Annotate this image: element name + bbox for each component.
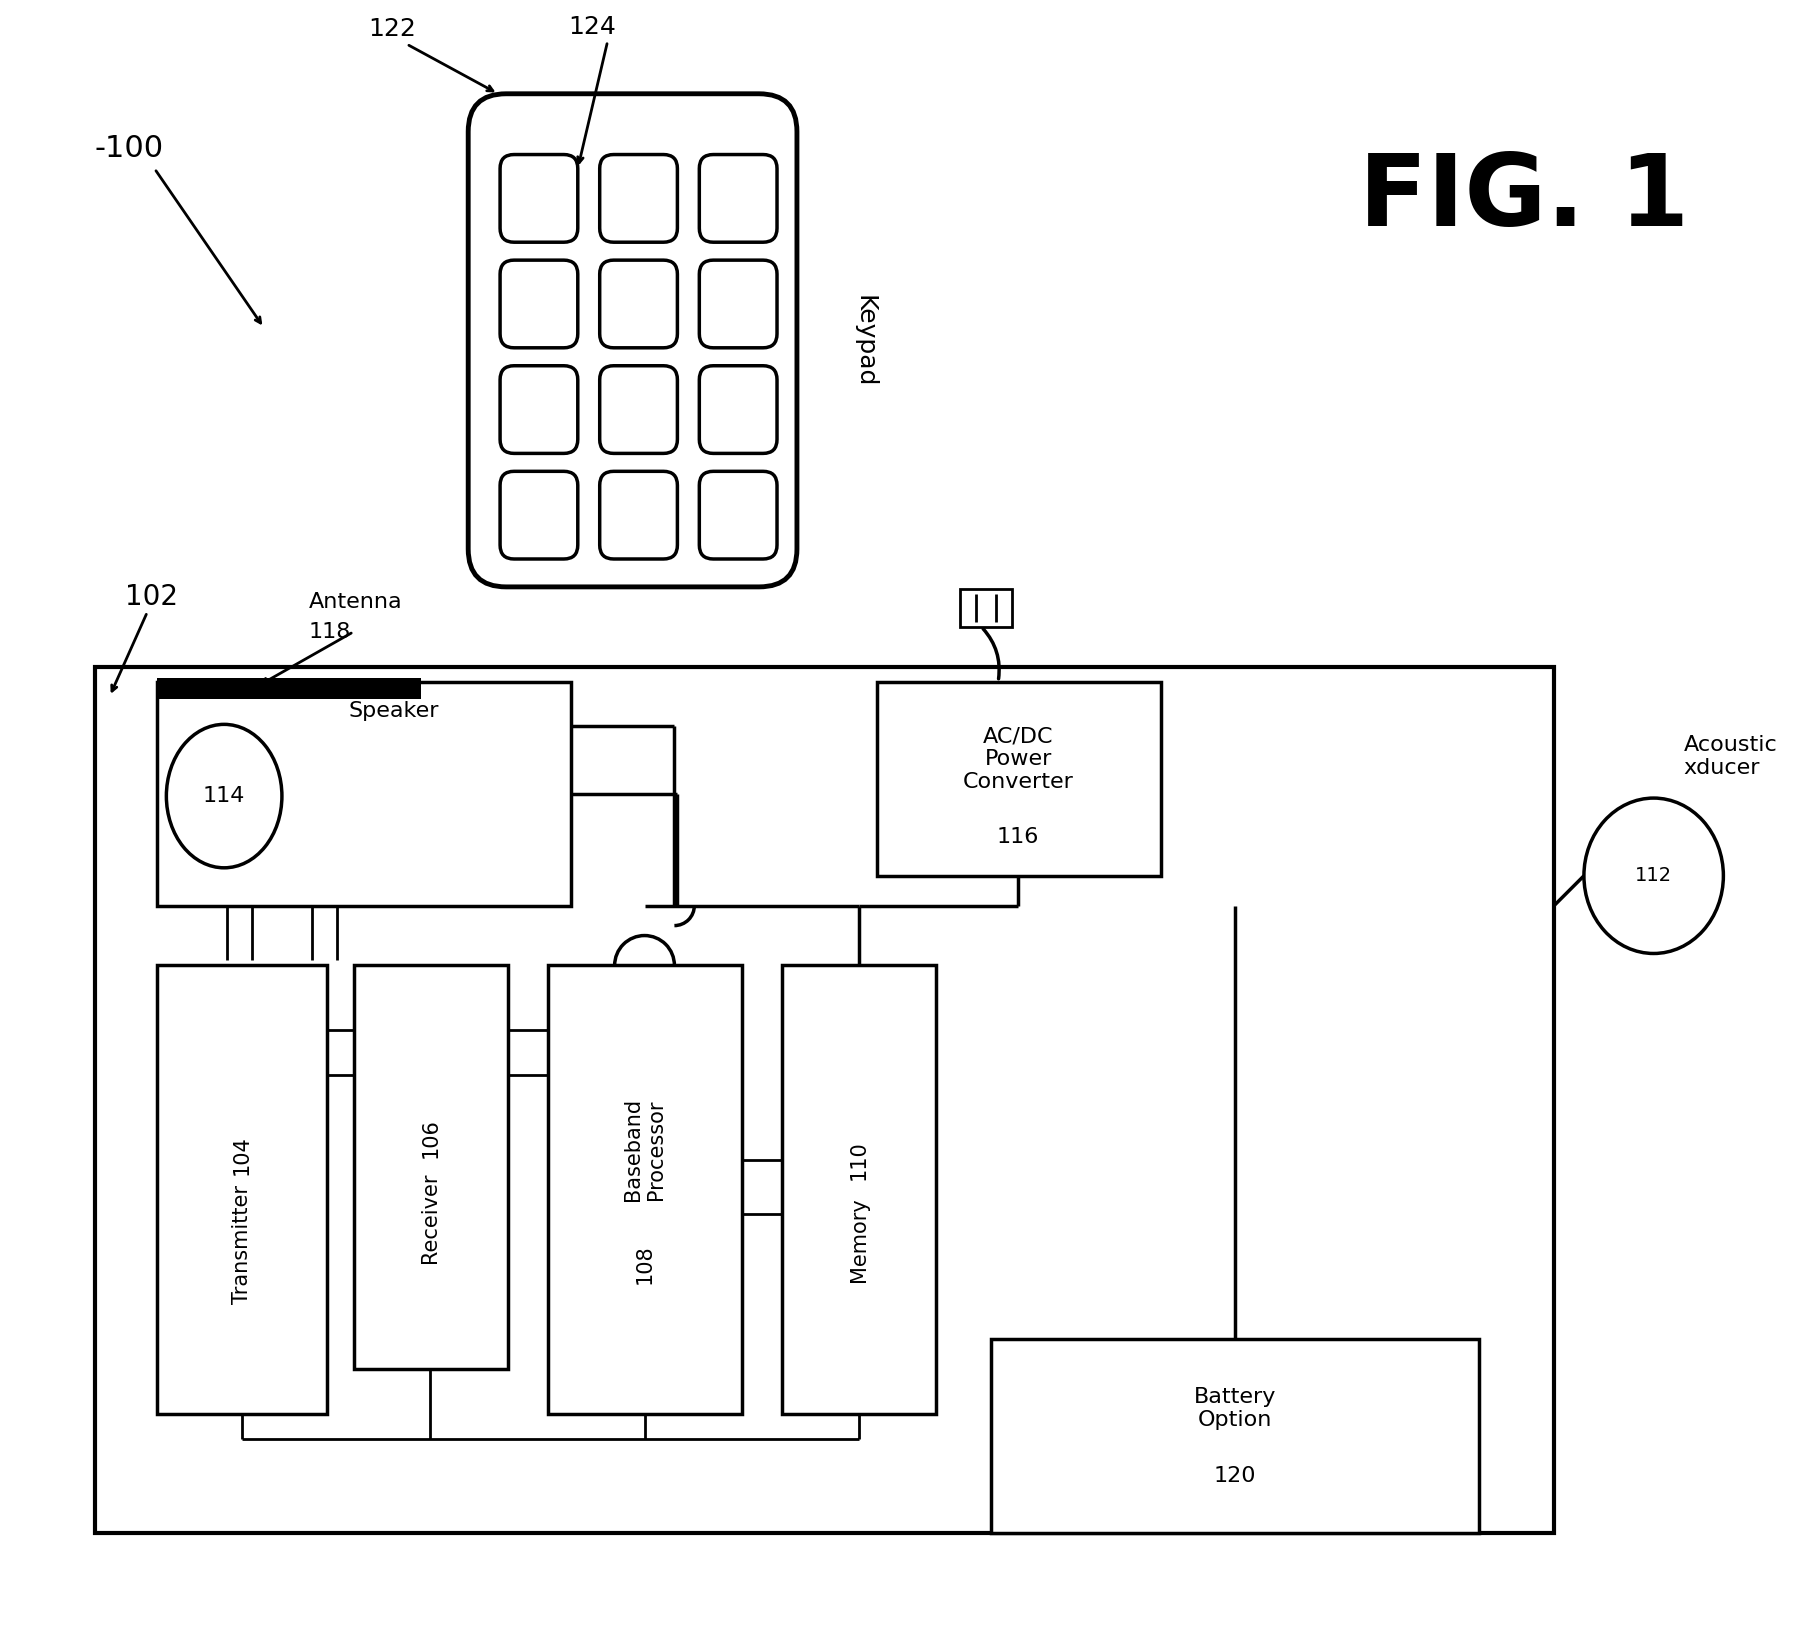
FancyBboxPatch shape bbox=[500, 471, 579, 560]
Bar bbox=[548, 965, 742, 1414]
Bar bbox=[960, 589, 1012, 627]
Text: 118: 118 bbox=[309, 622, 350, 641]
FancyBboxPatch shape bbox=[699, 366, 776, 453]
Text: 124: 124 bbox=[568, 15, 616, 39]
Text: 102: 102 bbox=[124, 582, 178, 610]
FancyBboxPatch shape bbox=[500, 366, 579, 453]
Bar bbox=[992, 1338, 1479, 1533]
FancyBboxPatch shape bbox=[699, 471, 776, 560]
Text: Speaker: Speaker bbox=[349, 702, 438, 721]
Text: 110: 110 bbox=[848, 1140, 868, 1180]
Text: 114: 114 bbox=[203, 785, 246, 807]
Text: 106: 106 bbox=[420, 1117, 440, 1158]
FancyBboxPatch shape bbox=[500, 154, 579, 242]
Text: 112: 112 bbox=[1635, 867, 1673, 885]
Text: Acoustic
xducer: Acoustic xducer bbox=[1684, 735, 1777, 777]
Text: FIG. 1: FIG. 1 bbox=[1359, 151, 1689, 247]
Bar bbox=[158, 677, 420, 700]
FancyBboxPatch shape bbox=[699, 260, 776, 348]
Text: Antenna: Antenna bbox=[309, 592, 403, 612]
Text: 116: 116 bbox=[997, 826, 1039, 847]
FancyBboxPatch shape bbox=[600, 154, 677, 242]
Bar bbox=[158, 682, 571, 906]
Text: 104: 104 bbox=[232, 1135, 252, 1175]
Text: Baseband
Processor: Baseband Processor bbox=[624, 1098, 667, 1201]
Text: 120: 120 bbox=[1215, 1466, 1256, 1487]
FancyBboxPatch shape bbox=[600, 366, 677, 453]
FancyBboxPatch shape bbox=[500, 260, 579, 348]
Bar bbox=[782, 965, 936, 1414]
FancyBboxPatch shape bbox=[699, 154, 776, 242]
Bar bbox=[877, 682, 1161, 875]
Ellipse shape bbox=[167, 725, 282, 867]
Text: Battery
Option: Battery Option bbox=[1193, 1387, 1276, 1430]
Text: Receiver: Receiver bbox=[420, 1173, 440, 1263]
Bar bbox=[354, 965, 509, 1369]
Text: 108: 108 bbox=[634, 1245, 654, 1284]
Text: Transmitter: Transmitter bbox=[232, 1184, 252, 1304]
FancyBboxPatch shape bbox=[469, 93, 796, 587]
Bar bbox=[158, 965, 327, 1414]
Text: Keypad: Keypad bbox=[854, 294, 877, 388]
FancyBboxPatch shape bbox=[600, 260, 677, 348]
Ellipse shape bbox=[1583, 798, 1723, 954]
Text: Memory: Memory bbox=[848, 1198, 868, 1281]
Bar bbox=[95, 666, 1554, 1533]
Text: AC/DC
Power
Converter: AC/DC Power Converter bbox=[963, 726, 1073, 792]
FancyBboxPatch shape bbox=[600, 471, 677, 560]
Text: 122: 122 bbox=[368, 16, 417, 41]
Text: -100: -100 bbox=[95, 134, 164, 164]
